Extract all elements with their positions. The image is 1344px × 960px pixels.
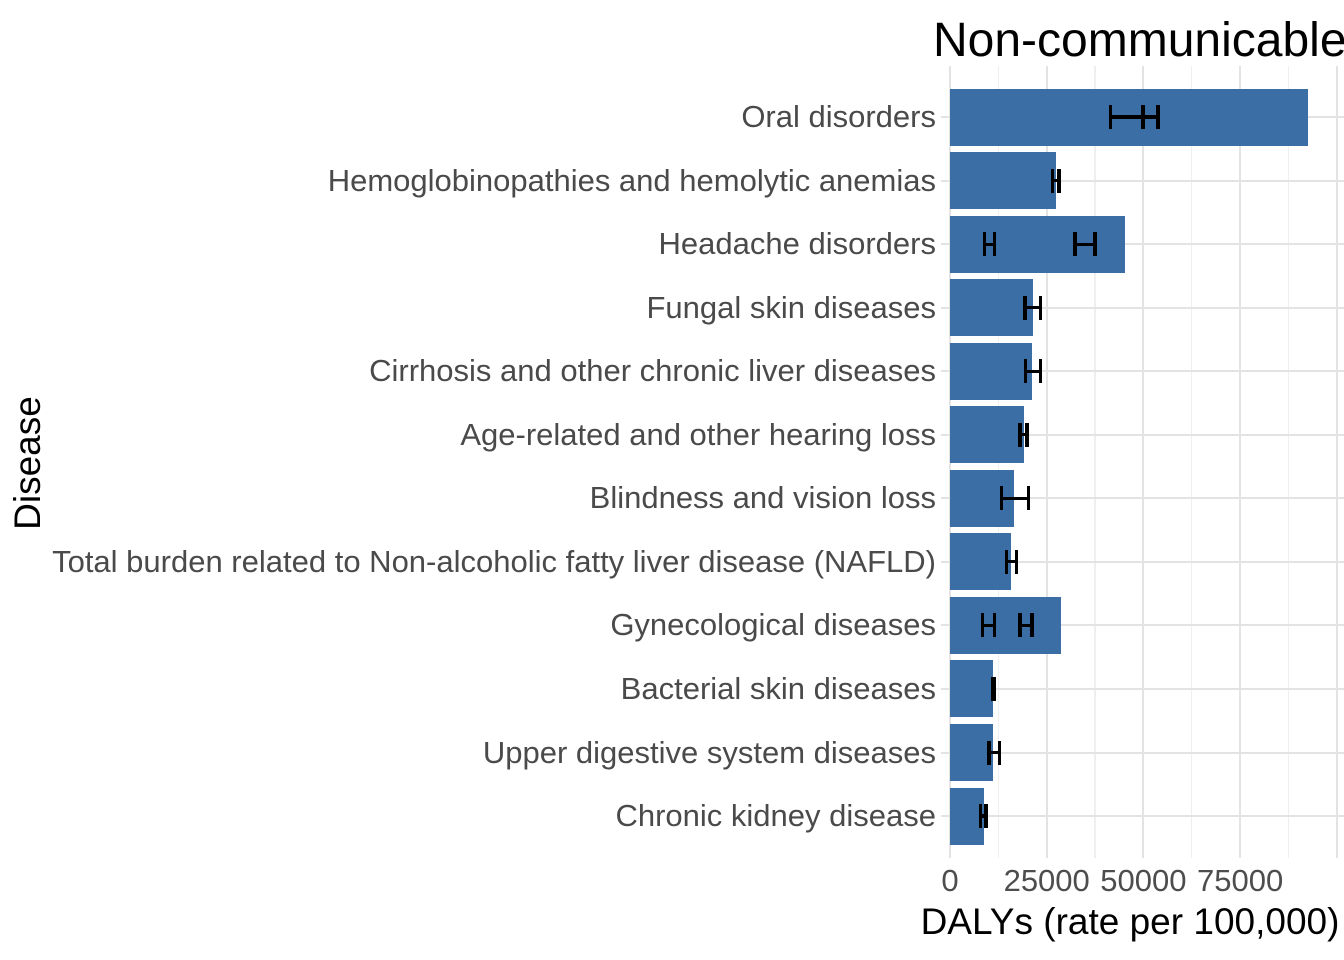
y-axis-title: Disease [7, 396, 48, 530]
error-bar-cap [1024, 359, 1028, 384]
error-bar-cap [1093, 232, 1097, 257]
error-bar-cap [1108, 105, 1112, 129]
error-bar-line [984, 242, 995, 246]
category-label: Upper digestive system diseases [482, 734, 936, 770]
category-label: Fungal skin diseases [646, 289, 937, 325]
error-bar-line [1020, 433, 1027, 437]
major-gridline-horizontal [941, 370, 1344, 373]
error-bar-line [1052, 178, 1060, 183]
major-gridline-vertical [1335, 66, 1338, 858]
category-label: Total burden related to Non-alcoholic fa… [52, 543, 936, 579]
major-gridline-horizontal [941, 497, 1344, 500]
error-bar-cap [993, 232, 997, 257]
error-bar-cap [981, 613, 985, 638]
error-bar-line [989, 750, 1000, 755]
category-label: Bacterial skin diseases [620, 670, 936, 706]
error-bar-cap [1018, 422, 1022, 447]
error-bar-cap [987, 740, 991, 765]
error-bar-cap [983, 232, 987, 257]
major-gridline-horizontal [941, 179, 1344, 182]
bar [950, 787, 985, 845]
x-tick-label: 75000 [1196, 863, 1284, 898]
category-label: Oral disorders [741, 99, 936, 134]
error-bar-line [1143, 115, 1159, 119]
x-axis-title: DALYs (rate per 100,000) [920, 901, 1340, 942]
category-label: Age-related and other hearing loss [460, 416, 936, 452]
error-bar-cap [1026, 486, 1030, 511]
error-bar-line [1006, 560, 1017, 564]
major-gridline-horizontal [941, 624, 1344, 627]
error-bar-cap [1023, 295, 1027, 320]
error-bar-cap [984, 804, 988, 829]
minor-gridline-vertical [1094, 66, 1096, 858]
error-bar-cap [978, 804, 982, 829]
error-bar-cap [1005, 549, 1009, 574]
error-bar-line [980, 814, 986, 818]
major-gridline-horizontal [941, 751, 1344, 754]
bar [950, 406, 1024, 464]
major-gridline-horizontal [941, 687, 1344, 690]
error-bar-cap [1050, 168, 1054, 193]
major-gridline-horizontal [941, 306, 1344, 309]
major-gridline-vertical [1142, 66, 1145, 858]
bar [950, 342, 1032, 400]
bar [950, 152, 1056, 210]
error-bar-line [1001, 496, 1029, 500]
x-tick-label: 25000 [1003, 863, 1090, 898]
error-bar-cap [1018, 613, 1022, 638]
chart-title: Non-communicable diseases [933, 14, 1344, 67]
error-bar-line [1110, 115, 1143, 119]
x-tick-label: 0 [941, 863, 959, 898]
minor-gridline-vertical [1287, 66, 1290, 858]
error-bar-cap [1073, 232, 1077, 257]
error-bar-cap [1057, 168, 1061, 193]
error-bar-cap [1141, 105, 1145, 129]
major-gridline-vertical [1045, 66, 1048, 858]
minor-gridline-vertical [1191, 66, 1193, 858]
bar [950, 596, 1061, 654]
major-gridline-horizontal [941, 243, 1344, 246]
error-bar-cap [992, 676, 996, 701]
error-bar-cap [1038, 359, 1042, 384]
error-bar-cap [1025, 422, 1029, 447]
error-bar-line [1025, 369, 1041, 373]
x-tick-label: 50000 [1100, 863, 1187, 898]
error-bar-line [1020, 623, 1032, 627]
category-label: Hemoglobinopathies and hemolytic anemias [327, 162, 936, 198]
category-label: Gynecological diseases [610, 607, 936, 643]
error-bar-cap [1030, 613, 1034, 638]
category-label: Cirrhosis and other chronic liver diseas… [369, 353, 936, 389]
bar [950, 660, 994, 718]
error-bar-line [1025, 306, 1041, 310]
error-bar-line [982, 623, 995, 627]
error-bar-line [1074, 242, 1096, 246]
error-bar-cap [1000, 486, 1004, 511]
error-bar-cap [990, 676, 994, 701]
bar [950, 215, 1125, 273]
bar [950, 533, 1012, 591]
error-bar-cap [1156, 105, 1160, 129]
error-bar-cap [997, 740, 1001, 765]
major-gridline-horizontal [941, 560, 1344, 563]
major-gridline-vertical [1239, 66, 1242, 858]
error-bar-cap [1014, 549, 1018, 574]
bar [950, 279, 1034, 337]
major-gridline-horizontal [941, 815, 1344, 818]
bar [950, 724, 993, 781]
category-label: Chronic kidney disease [615, 798, 936, 834]
error-bar-cap [1039, 295, 1043, 320]
error-bar-cap [993, 613, 997, 638]
category-label: Blindness and vision loss [589, 480, 936, 516]
category-label: Headache disorders [658, 226, 936, 262]
major-gridline-horizontal [941, 433, 1344, 436]
